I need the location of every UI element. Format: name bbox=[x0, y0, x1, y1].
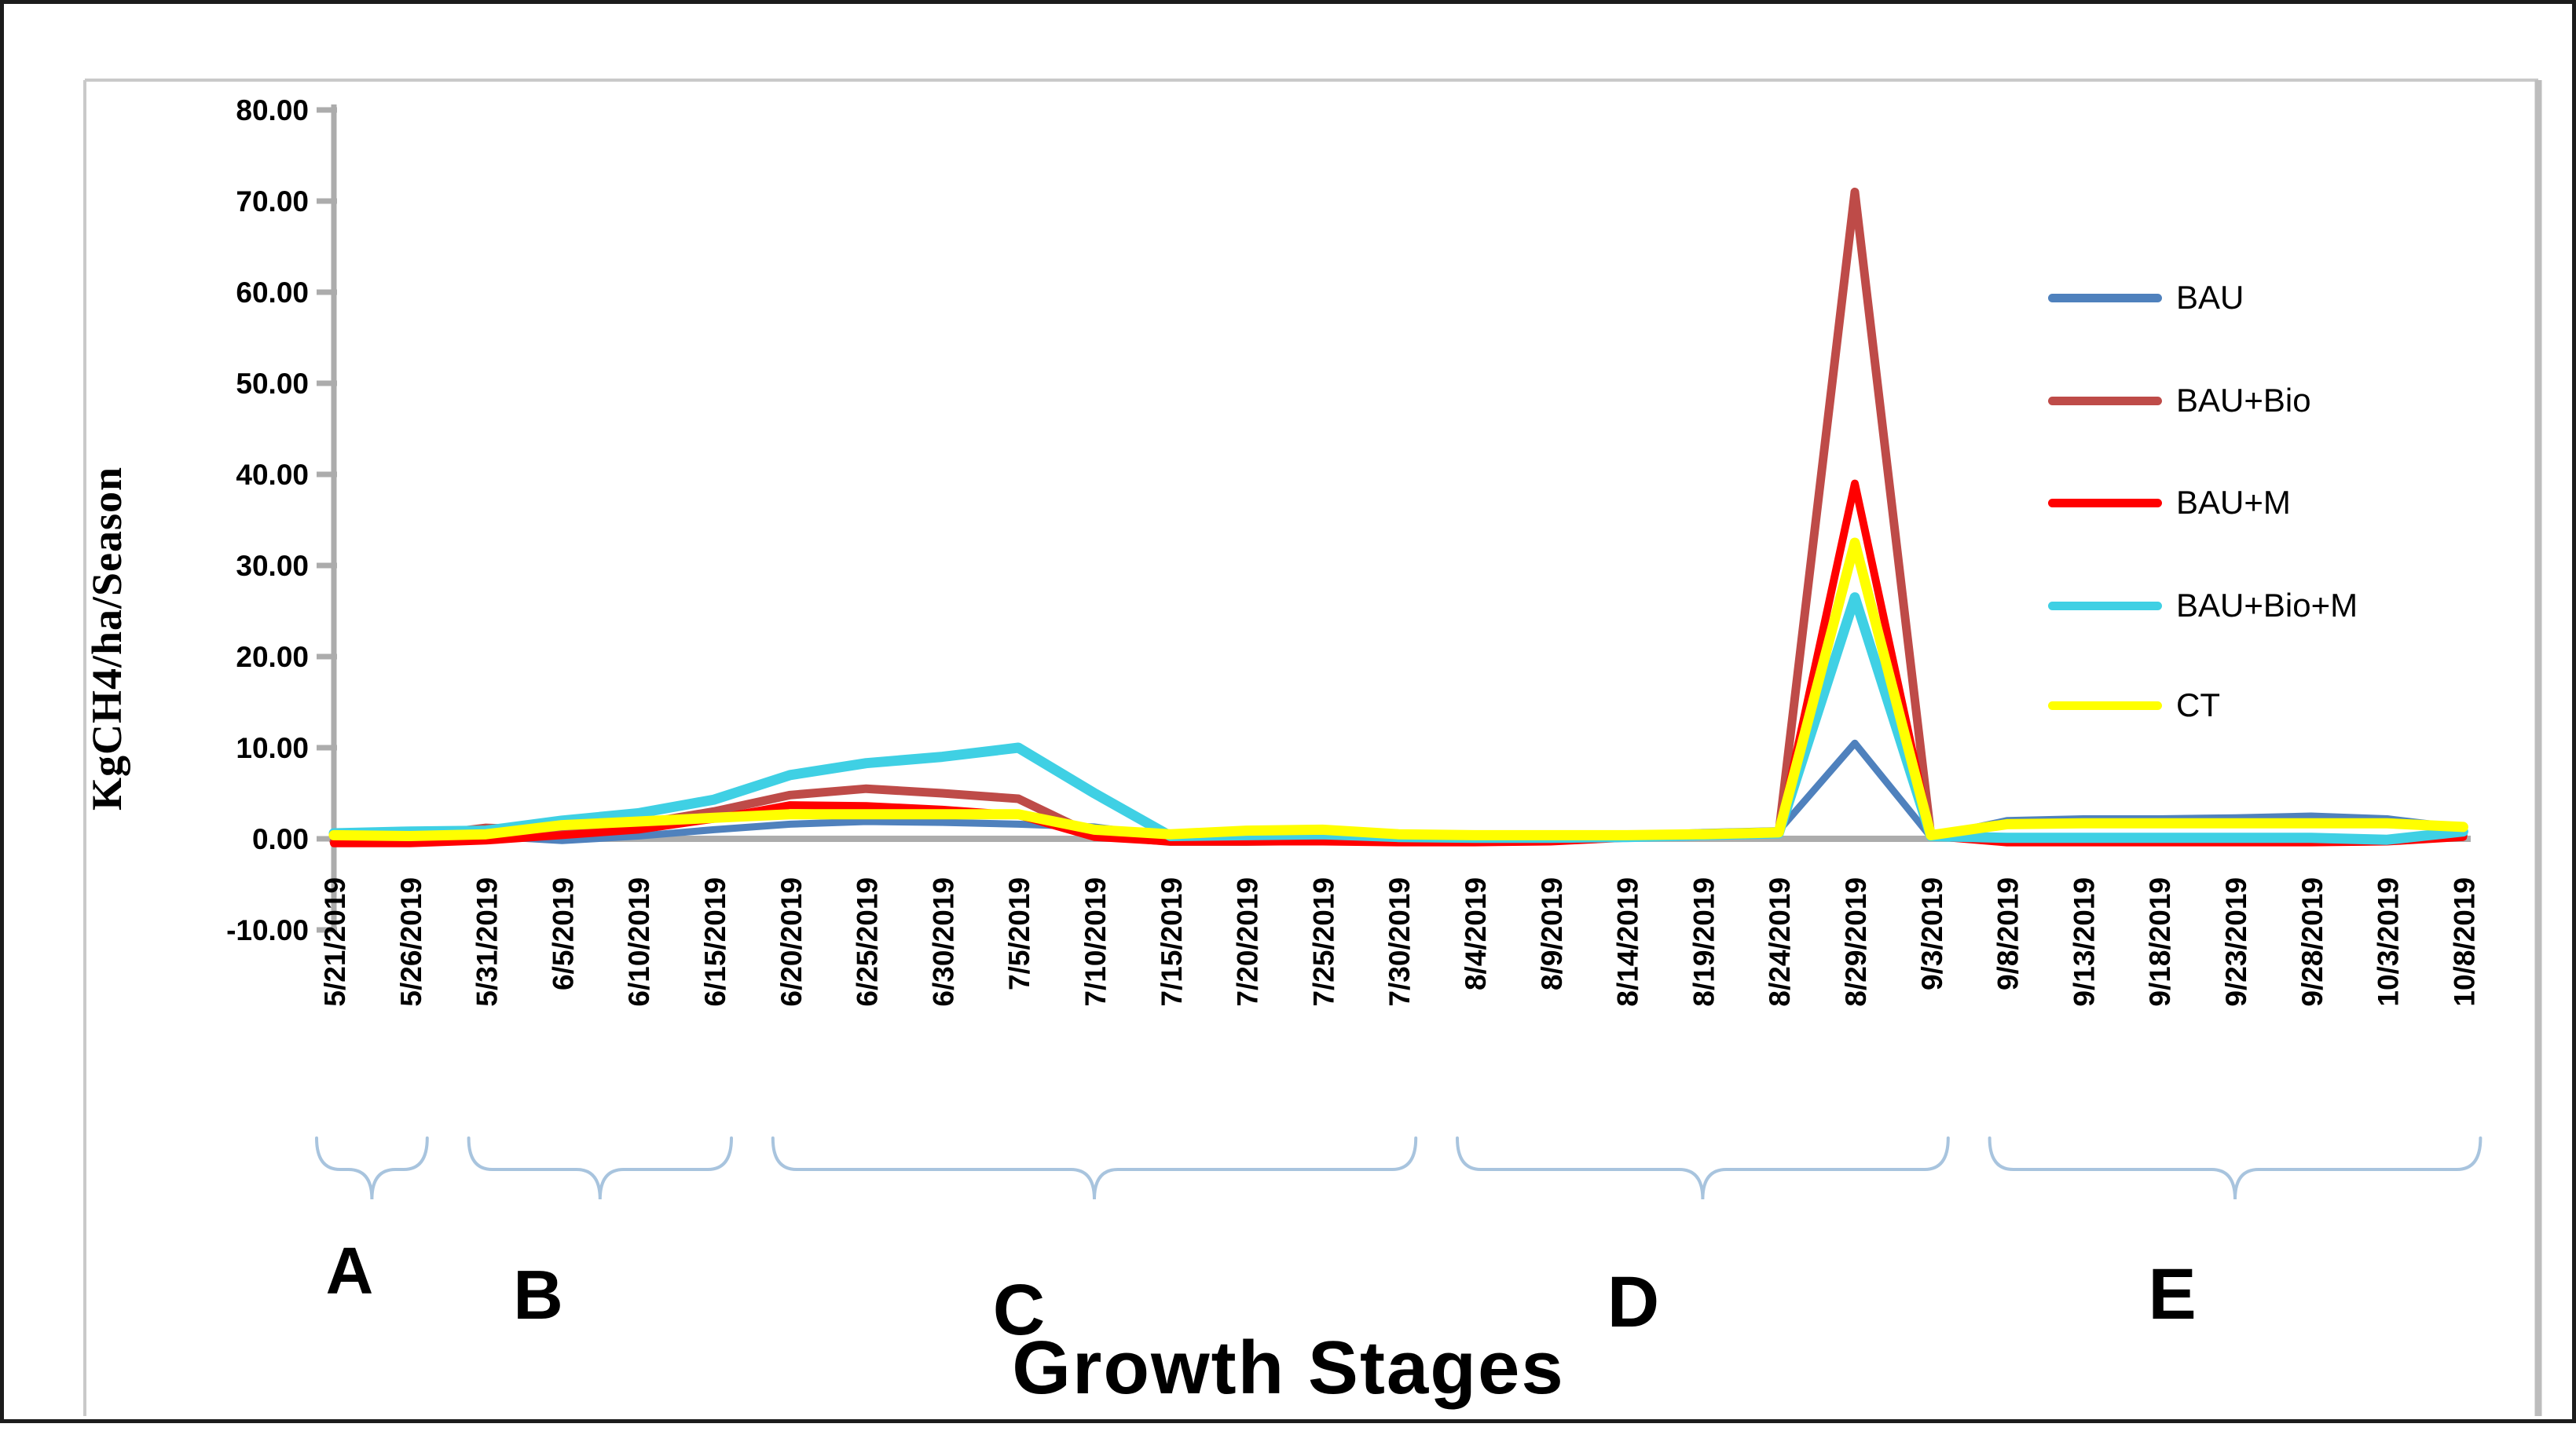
x-tick-label: 9/8/2019 bbox=[1992, 877, 2025, 990]
stage-letter-a: A bbox=[326, 1234, 374, 1308]
y-tick-label: 30.00 bbox=[236, 550, 309, 582]
x-tick-label: 7/20/2019 bbox=[1232, 877, 1264, 1007]
x-tick-label: 5/26/2019 bbox=[395, 877, 427, 1007]
x-tick-label: 10/8/2019 bbox=[2448, 877, 2480, 1007]
y-tick-label: 80.00 bbox=[236, 94, 309, 126]
y-axis-title: KgCH4/ha/Season bbox=[83, 466, 130, 811]
x-tick-label: 8/9/2019 bbox=[1536, 877, 1568, 990]
x-tick-label: 6/20/2019 bbox=[775, 877, 808, 1007]
stage-letter-b: B bbox=[513, 1256, 563, 1334]
x-tick-label: 8/19/2019 bbox=[1687, 877, 1720, 1007]
x-tick-label: 8/14/2019 bbox=[1612, 877, 1644, 1007]
x-tick-label: 10/3/2019 bbox=[2373, 877, 2405, 1007]
y-tick-label: 40.00 bbox=[236, 459, 309, 491]
y-tick-label: 50.00 bbox=[236, 368, 309, 400]
stage-letter-d: D bbox=[1607, 1262, 1659, 1342]
x-tick-label: 7/10/2019 bbox=[1079, 877, 1112, 1007]
x-tick-label: 9/18/2019 bbox=[2144, 877, 2176, 1007]
series-line-bau-m bbox=[330, 479, 2468, 847]
x-tick-label: 6/10/2019 bbox=[623, 877, 655, 1007]
series-line-ct bbox=[328, 537, 2468, 841]
legend-item-bau-bio-m: BAU+Bio+M bbox=[2048, 587, 2358, 624]
x-tick-label: 6/5/2019 bbox=[547, 877, 579, 990]
legend-swatch bbox=[2048, 396, 2162, 405]
legend-label: CT bbox=[2176, 686, 2220, 723]
x-tick-label: 8/24/2019 bbox=[1764, 877, 1796, 1007]
legend-item-ct: CT bbox=[2048, 686, 2220, 724]
x-tick-label: 6/30/2019 bbox=[927, 877, 959, 1007]
x-tick-label: 5/31/2019 bbox=[471, 877, 504, 1007]
x-tick-label: 7/5/2019 bbox=[1003, 877, 1035, 990]
x-tick-label: 9/13/2019 bbox=[2068, 877, 2100, 1007]
x-tick-label: 7/15/2019 bbox=[1156, 877, 1188, 1007]
legend-item-bau-m: BAU+M bbox=[2048, 484, 2291, 522]
legend-label: BAU+Bio bbox=[2176, 382, 2311, 419]
legend-item-bau-bio: BAU+Bio bbox=[2048, 382, 2311, 419]
y-tick-label: 70.00 bbox=[236, 185, 309, 218]
stage-brace-d bbox=[1456, 1136, 1950, 1200]
stage-letter-e: E bbox=[2148, 1254, 2196, 1334]
x-tick-label: 6/25/2019 bbox=[852, 877, 884, 1007]
legend-swatch bbox=[2048, 701, 2162, 710]
stage-letter-c: C bbox=[993, 1270, 1045, 1350]
stage-brace-a bbox=[315, 1136, 429, 1200]
legend-swatch bbox=[2048, 293, 2162, 302]
x-tick-label: 5/21/2019 bbox=[319, 877, 351, 1007]
x-tick-label: 9/23/2019 bbox=[2220, 877, 2252, 1007]
y-tick-label: 0.00 bbox=[252, 823, 309, 855]
x-tick-label: 9/28/2019 bbox=[2296, 877, 2329, 1007]
x-tick-label: 7/30/2019 bbox=[1383, 877, 1416, 1007]
x-axis-title: Growth Stages bbox=[1012, 1326, 1565, 1410]
stage-brace-b bbox=[467, 1136, 733, 1200]
y-tick-label: 10.00 bbox=[236, 732, 309, 764]
legend-swatch bbox=[2048, 601, 2162, 610]
legend-label: BAU bbox=[2176, 279, 2244, 316]
x-tick-label: 8/4/2019 bbox=[1460, 877, 1492, 990]
legend-swatch bbox=[2048, 498, 2162, 507]
x-tick-label: 7/25/2019 bbox=[1307, 877, 1339, 1007]
x-tick-label: 6/15/2019 bbox=[699, 877, 731, 1007]
legend-label: BAU+Bio+M bbox=[2176, 587, 2358, 624]
y-tick-label: 60.00 bbox=[236, 276, 309, 309]
stage-brace-c bbox=[771, 1136, 1418, 1200]
y-tick-label: -10.00 bbox=[226, 914, 309, 946]
legend-label: BAU+M bbox=[2176, 484, 2291, 521]
legend-item-bau: BAU bbox=[2048, 279, 2244, 317]
plot-svg: 80.00 70.00 60.00 50.00 40.00 30.00 20.00 10.00… bbox=[83, 79, 2542, 1416]
stage-brace-e bbox=[1988, 1136, 2483, 1200]
y-tick-label: 20.00 bbox=[236, 641, 309, 673]
x-tick-label: 9/3/2019 bbox=[1916, 877, 1948, 990]
x-tick-label: 8/29/2019 bbox=[1840, 877, 1872, 1007]
